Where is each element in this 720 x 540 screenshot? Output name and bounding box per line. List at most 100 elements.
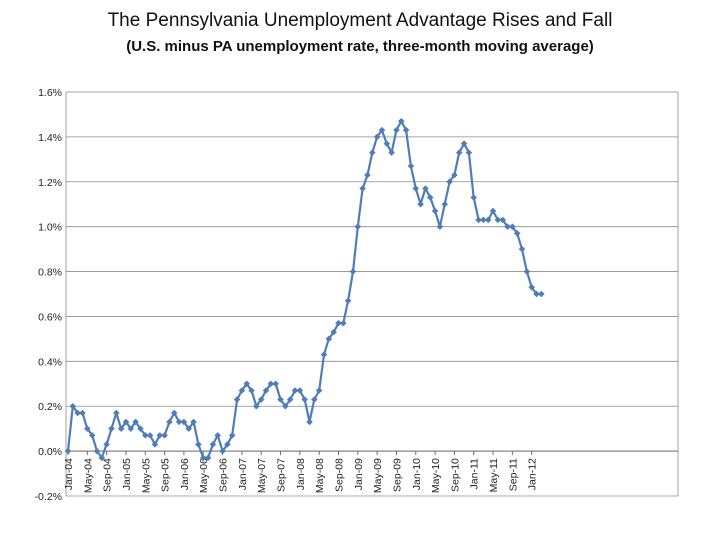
data-point bbox=[412, 185, 420, 192]
data-point bbox=[122, 418, 130, 426]
x-tick-label: Jan-10 bbox=[411, 458, 423, 490]
data-point bbox=[166, 418, 173, 426]
data-point bbox=[388, 149, 395, 156]
data-point bbox=[127, 425, 135, 433]
data-point bbox=[417, 200, 424, 208]
x-tick-label: Sep-08 bbox=[333, 458, 345, 492]
y-tick-label: 1.6% bbox=[38, 87, 62, 99]
x-tick-label: May-11 bbox=[488, 458, 500, 492]
x-tick-label: Sep-05 bbox=[160, 458, 172, 492]
x-tick-label: May-09 bbox=[372, 458, 384, 493]
x-tick-label: Sep-09 bbox=[391, 458, 403, 492]
data-point bbox=[195, 441, 202, 448]
y-tick-label: -0.2% bbox=[35, 491, 62, 503]
data-point bbox=[161, 432, 168, 439]
data-point bbox=[315, 387, 323, 394]
x-tick-label: Jan-08 bbox=[295, 458, 307, 490]
data-point bbox=[484, 216, 492, 224]
data-point bbox=[446, 178, 453, 186]
data-point bbox=[137, 425, 144, 433]
x-tick-label: Jan-04 bbox=[63, 458, 75, 490]
data-point bbox=[209, 441, 217, 448]
data-point bbox=[499, 216, 507, 224]
data-point bbox=[214, 432, 222, 439]
data-point bbox=[277, 396, 284, 403]
data-point bbox=[88, 432, 96, 439]
data-point bbox=[475, 216, 482, 224]
x-tick-label: Jan-09 bbox=[353, 458, 365, 490]
data-point bbox=[339, 319, 347, 327]
data-point bbox=[98, 454, 106, 462]
data-point bbox=[219, 447, 226, 455]
data-point bbox=[465, 149, 473, 156]
data-point bbox=[199, 454, 207, 462]
y-tick-label: 1.4% bbox=[38, 132, 62, 144]
data-point bbox=[373, 133, 381, 141]
x-tick-label: Jan-11 bbox=[469, 458, 481, 489]
data-point bbox=[533, 290, 540, 298]
data-point bbox=[451, 171, 458, 179]
x-tick-label: Sep-10 bbox=[449, 458, 461, 492]
data-point bbox=[83, 425, 91, 433]
data-point bbox=[513, 230, 521, 237]
data-point bbox=[378, 126, 386, 134]
data-point bbox=[170, 409, 178, 417]
data-point bbox=[537, 290, 545, 298]
data-point bbox=[422, 185, 429, 192]
data-point bbox=[281, 402, 289, 410]
data-point bbox=[426, 194, 434, 201]
data-point bbox=[69, 402, 77, 410]
chart-subtitle: (U.S. minus PA unemployment rate, three-… bbox=[126, 38, 594, 55]
data-point bbox=[296, 387, 304, 394]
y-tick-label: 0.0% bbox=[38, 446, 62, 458]
data-point bbox=[190, 418, 197, 426]
data-point bbox=[132, 418, 139, 426]
data-point bbox=[330, 328, 338, 336]
data-point bbox=[523, 268, 531, 275]
data-point bbox=[175, 418, 183, 426]
data-point bbox=[248, 387, 255, 394]
data-point bbox=[257, 396, 265, 403]
data-point bbox=[349, 268, 357, 275]
data-point bbox=[393, 126, 400, 134]
data-point bbox=[489, 207, 497, 215]
data-point bbox=[518, 245, 526, 253]
x-tick-label: Jan-06 bbox=[179, 458, 191, 490]
data-point bbox=[402, 126, 410, 134]
data-point bbox=[224, 441, 231, 448]
data-point bbox=[359, 185, 366, 192]
x-tick-label: May-06 bbox=[198, 458, 210, 493]
data-point bbox=[455, 149, 463, 156]
data-point bbox=[441, 200, 449, 208]
data-point bbox=[146, 432, 154, 439]
data-point bbox=[383, 140, 391, 147]
data-point bbox=[368, 149, 376, 156]
data-point bbox=[480, 216, 487, 224]
data-point bbox=[528, 283, 536, 291]
y-tick-label: 0.8% bbox=[38, 267, 62, 279]
y-tick-label: 0.2% bbox=[38, 401, 62, 413]
data-point bbox=[431, 207, 439, 215]
data-point bbox=[407, 162, 415, 170]
data-point bbox=[93, 447, 101, 455]
data-point bbox=[108, 425, 115, 433]
data-point bbox=[291, 387, 299, 394]
x-tick-label: Sep-07 bbox=[276, 458, 288, 492]
series-line bbox=[66, 120, 542, 459]
data-point bbox=[117, 425, 125, 433]
x-tick-label: Sep-04 bbox=[102, 458, 114, 492]
data-point bbox=[180, 418, 188, 426]
y-tick-label: 1.0% bbox=[38, 222, 62, 234]
chart-title: The Pennsylvania Unemployment Advantage … bbox=[107, 10, 613, 31]
x-tick-label: May-08 bbox=[314, 458, 326, 493]
x-tick-label: Jan-12 bbox=[527, 458, 539, 490]
data-point bbox=[310, 396, 318, 403]
data-point bbox=[286, 396, 294, 403]
data-point bbox=[504, 223, 511, 231]
data-point bbox=[267, 380, 275, 388]
data-point bbox=[64, 447, 72, 455]
x-tick-label: May-05 bbox=[140, 458, 152, 493]
data-point bbox=[364, 171, 371, 179]
data-point bbox=[253, 402, 260, 410]
